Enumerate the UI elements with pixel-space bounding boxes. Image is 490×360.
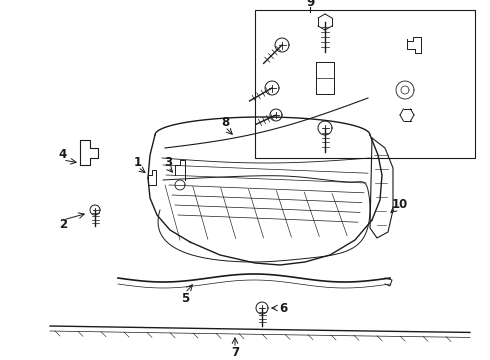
Text: 9: 9 <box>306 0 314 9</box>
Bar <box>255 10 475 158</box>
Text: 2: 2 <box>59 219 67 231</box>
Text: 5: 5 <box>181 292 189 305</box>
Text: 8: 8 <box>221 116 229 129</box>
Text: 10: 10 <box>392 198 408 211</box>
Text: 4: 4 <box>59 148 67 162</box>
Text: 6: 6 <box>279 302 287 315</box>
Text: 3: 3 <box>164 156 172 168</box>
Text: 1: 1 <box>134 156 142 168</box>
Text: 7: 7 <box>231 346 239 360</box>
